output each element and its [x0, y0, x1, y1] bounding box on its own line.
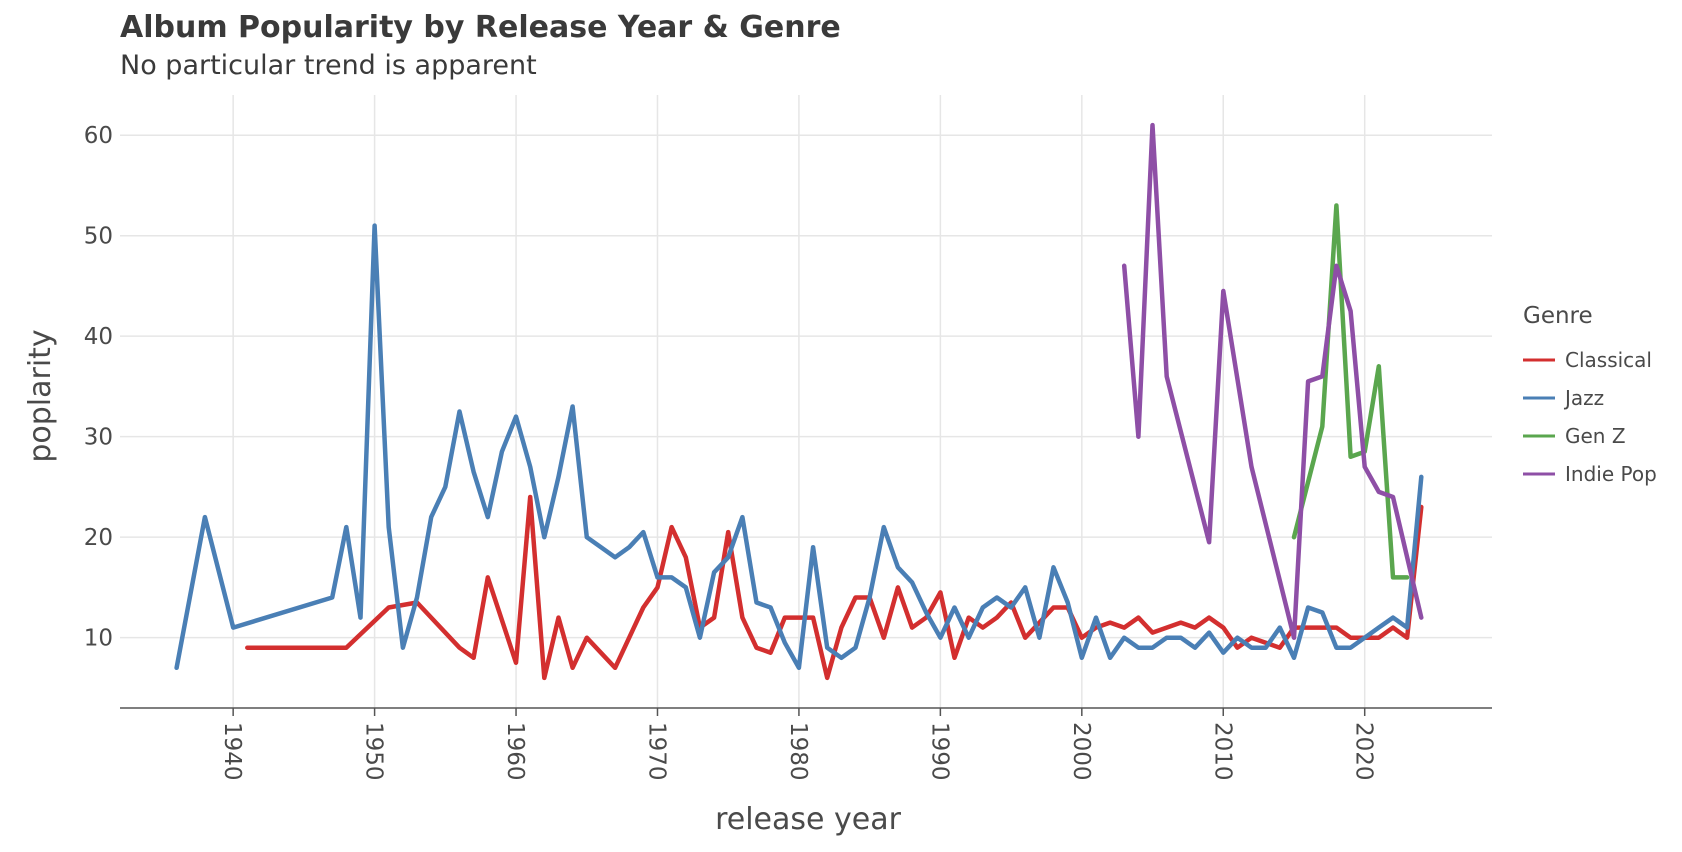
- axes: 1940 1950 1960 1970 1980 1990 2000 2010 2020 10 20…: [84, 123, 1492, 781]
- legend-label: Gen Z: [1565, 424, 1626, 448]
- chart-title: Album Popularity by Release Year & Genre: [120, 10, 841, 45]
- legend-label: Indie Pop: [1565, 462, 1657, 486]
- y-axis-title: poplarity: [23, 329, 58, 462]
- chart-subtitle: No particular trend is apparent: [120, 50, 537, 81]
- series-line-gen-z: [1291, 203, 1410, 580]
- x-tick-label: 2000: [1068, 722, 1094, 781]
- x-tick-label: 1960: [502, 722, 528, 781]
- legend-title: Genre: [1523, 303, 1593, 329]
- x-tick-label: 1950: [361, 722, 387, 781]
- legend-label: Jazz: [1563, 386, 1604, 410]
- y-tick-label: 40: [84, 324, 113, 350]
- x-axis-title: release year: [715, 802, 902, 837]
- y-tick-label: 20: [84, 525, 113, 551]
- x-tick-label: 2020: [1351, 722, 1377, 781]
- x-tick-label: 1980: [785, 722, 811, 781]
- x-tick-label: 1990: [926, 722, 952, 781]
- series-lines: [174, 122, 1424, 681]
- x-tick-label: 1940: [219, 722, 245, 781]
- series-line-indie-pop: [1121, 122, 1424, 640]
- x-tick-label: 1970: [643, 722, 669, 781]
- legend: Genre Classical Jazz Gen Z Indie Pop: [1523, 303, 1657, 486]
- y-tick-label: 50: [84, 224, 113, 250]
- y-tick-label: 30: [84, 425, 113, 451]
- series-line-jazz: [174, 223, 1424, 671]
- legend-label: Classical: [1565, 348, 1652, 372]
- y-tick-label: 10: [84, 626, 113, 652]
- y-tick-label: 60: [84, 123, 113, 149]
- series-line-classical: [245, 494, 1424, 681]
- x-tick-label: 2010: [1209, 722, 1235, 781]
